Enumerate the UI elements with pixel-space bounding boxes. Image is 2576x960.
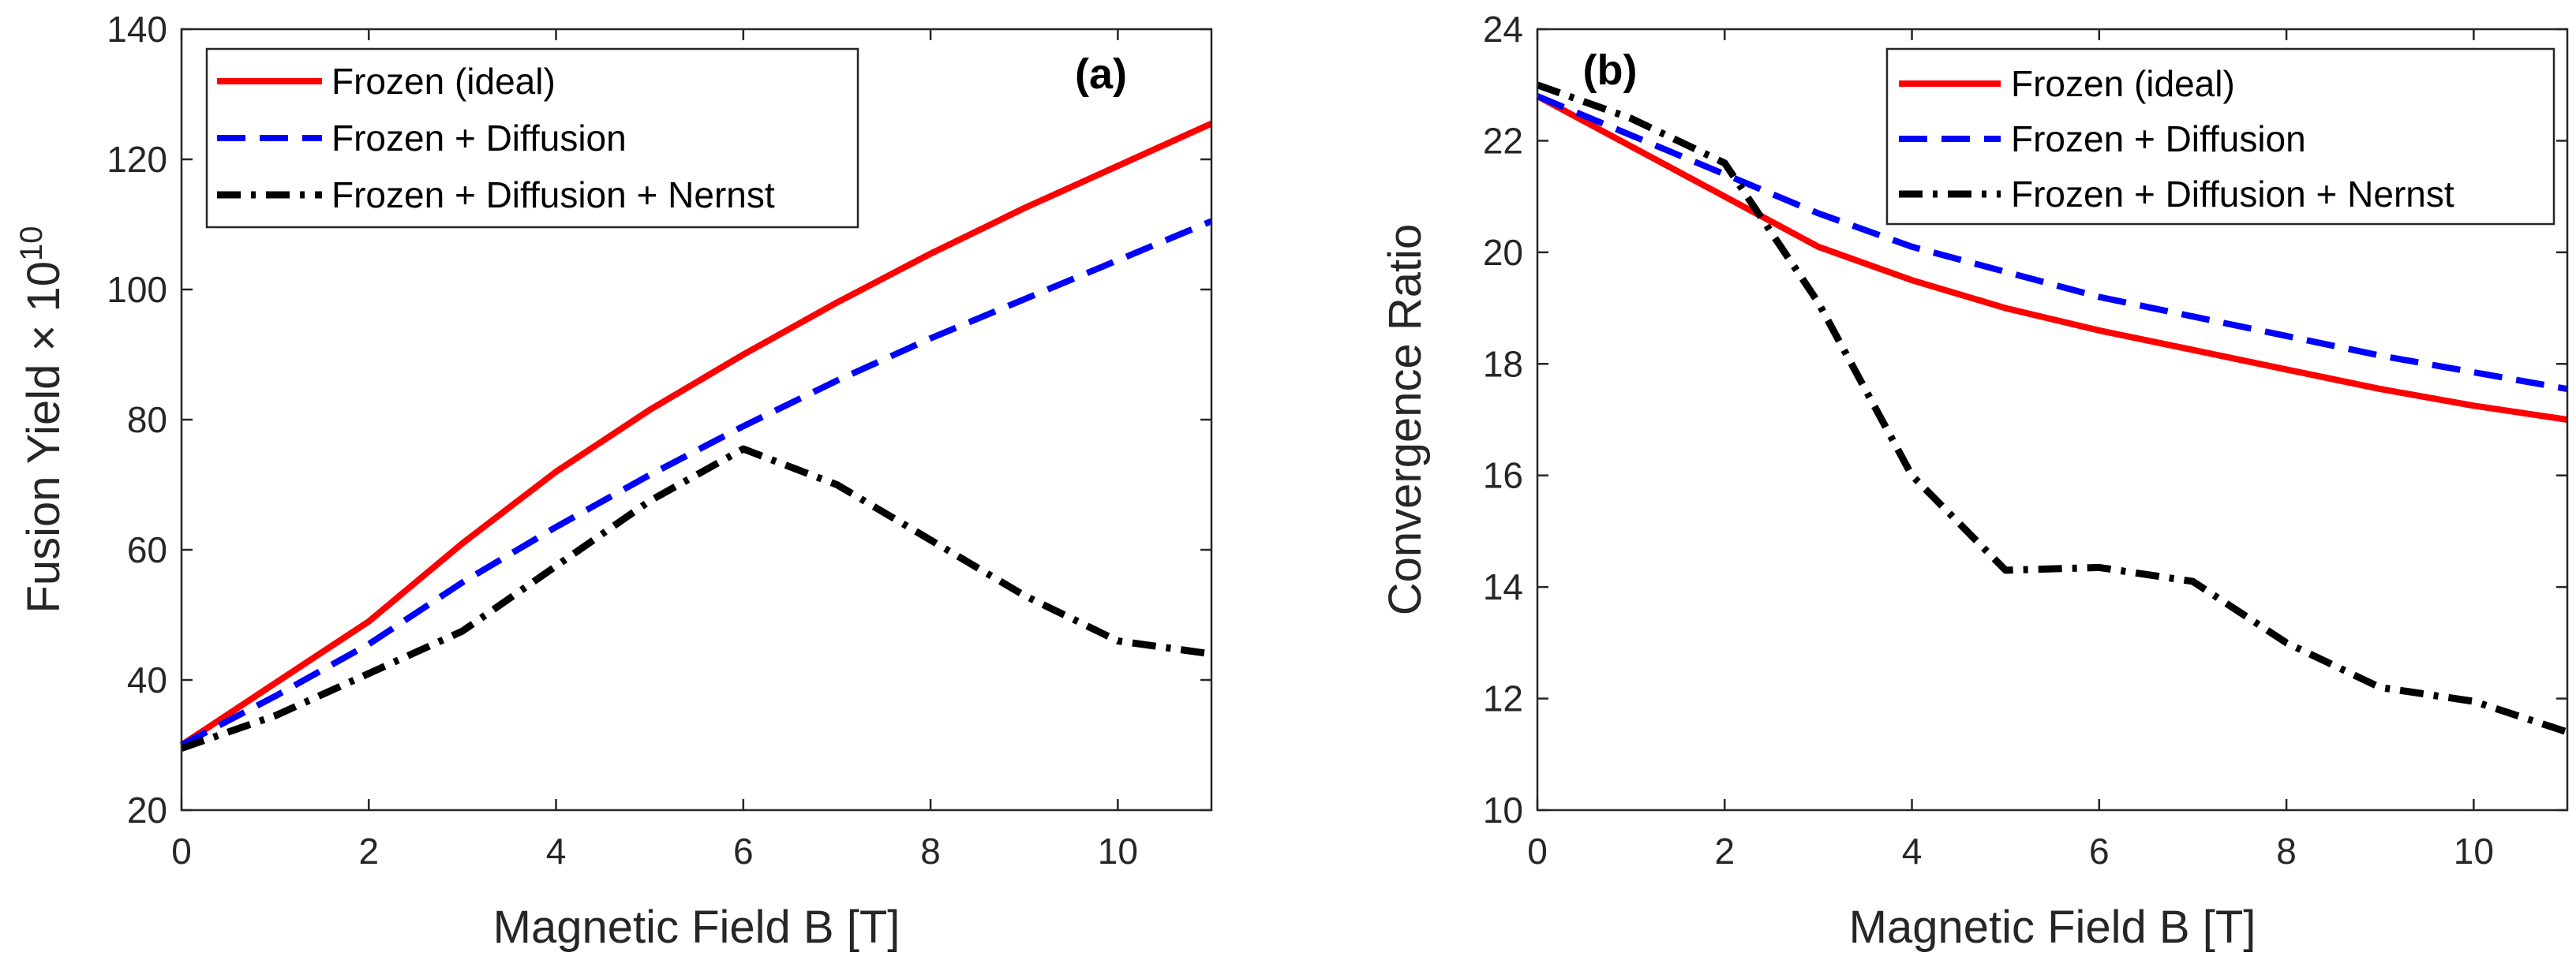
x-tick-label: 4 [546, 831, 567, 872]
x-tick-label: 0 [171, 831, 192, 872]
x-axis-label: Magnetic Field B [T] [493, 902, 900, 953]
x-tick-label: 10 [2454, 831, 2494, 872]
x-tick-label: 0 [1527, 831, 1548, 872]
y-tick-label: 40 [127, 659, 167, 700]
y-axis-label: Fusion Yield × 1010 [14, 226, 69, 613]
panel-label: (a) [1075, 50, 1127, 98]
x-tick-label: 10 [1098, 831, 1138, 872]
y-tick-label: 20 [1483, 232, 1523, 273]
y-tick-label: 140 [107, 9, 167, 50]
legend-entry-3: Frozen + Diffusion + Nernst [2011, 174, 2454, 215]
series-line-3 [1536, 81, 2569, 736]
x-tick-label: 4 [1902, 831, 1923, 872]
y-axis-label-exponent: 10 [14, 226, 49, 261]
x-axis-label: Magnetic Field B [T] [1849, 902, 2256, 953]
x-tick-label: 8 [2276, 831, 2297, 872]
y-tick-label: 100 [107, 269, 167, 310]
x-tick-label: 6 [2089, 831, 2110, 872]
series-line-2 [1536, 93, 2568, 393]
series-line-1 [1536, 93, 2568, 423]
x-tick-label: 2 [1714, 831, 1735, 872]
legend-entry-2: Frozen + Diffusion [331, 118, 627, 159]
x-tick-label: 2 [358, 831, 379, 872]
y-tick-label: 18 [1483, 343, 1523, 384]
y-tick-label: 60 [127, 529, 167, 570]
y-tick-label: 24 [1483, 9, 1523, 50]
series-line-2 [180, 218, 1213, 749]
y-tick-label: 14 [1483, 566, 1523, 607]
series-line-3 [180, 445, 1212, 752]
panel-label: (b) [1583, 47, 1638, 94]
legend-entry-1: Frozen (ideal) [331, 61, 556, 102]
legend-entry-1: Frozen (ideal) [2011, 63, 2235, 104]
y-axis-label: Convergence Ratio [1380, 224, 1431, 616]
y-tick-label: 12 [1483, 678, 1523, 719]
legend-entry-3: Frozen + Diffusion + Nernst [331, 174, 775, 215]
x-tick-label: 8 [920, 831, 941, 872]
series-line-1 [179, 120, 1213, 748]
y-tick-label: 20 [127, 790, 167, 831]
x-tick-label: 6 [733, 831, 754, 872]
y-tick-label: 10 [1483, 790, 1523, 831]
legend-entry-2: Frozen + Diffusion [2011, 118, 2306, 159]
y-tick-label: 16 [1483, 455, 1523, 496]
panel-a-chart: 0 2 4 6 8 10 20 40 60 80 100 120 140 Magnetic Field B… [14, 9, 1213, 953]
y-tick-label: 80 [127, 399, 167, 440]
axes-frame [180, 28, 1213, 812]
axes-frame [1536, 28, 2569, 812]
y-tick-label: 22 [1483, 120, 1523, 161]
y-tick-label: 120 [107, 139, 167, 180]
